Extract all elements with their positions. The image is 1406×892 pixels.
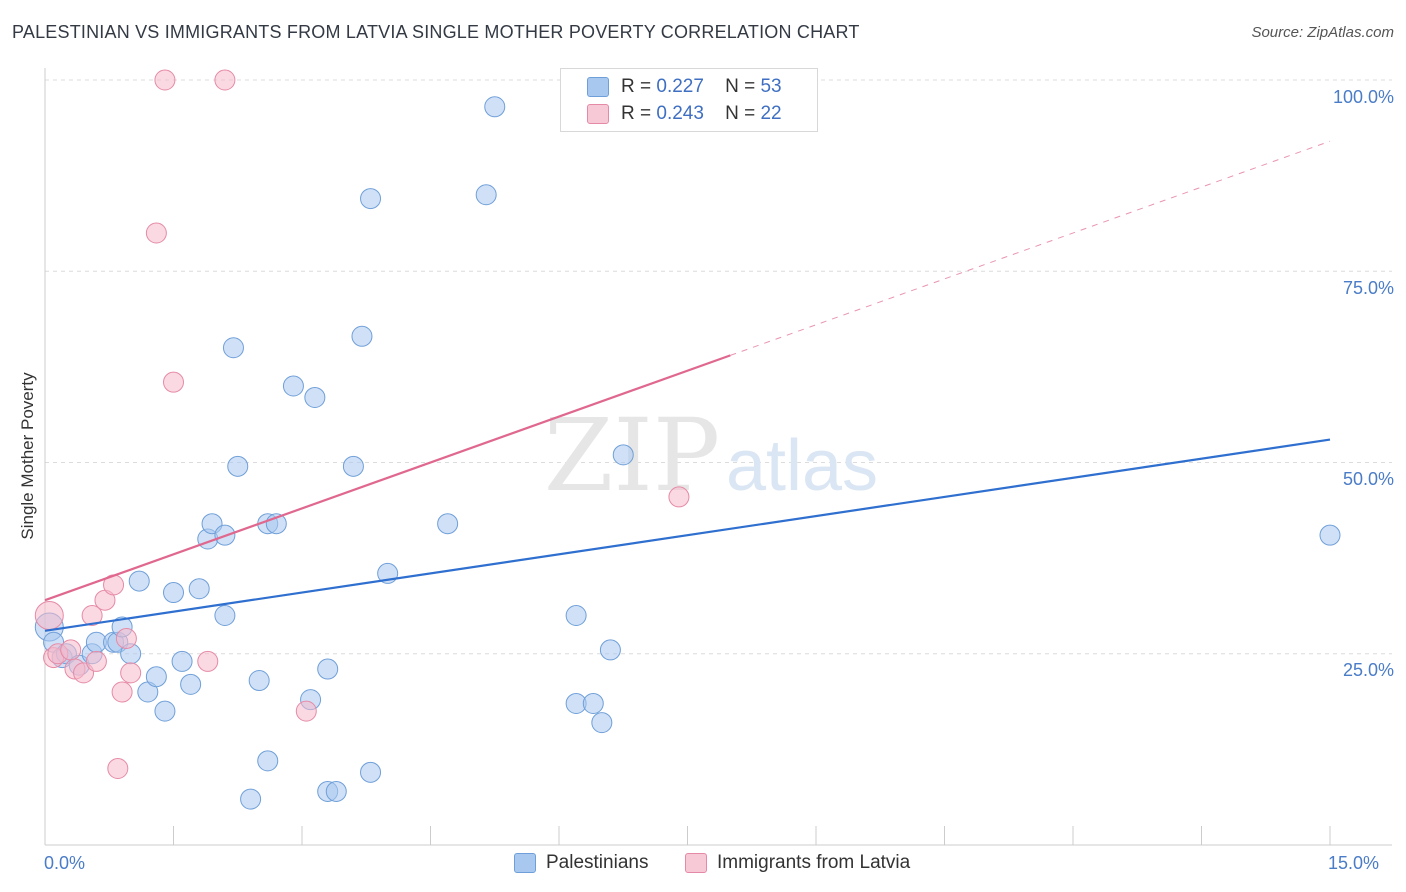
latvia-point: [163, 371, 184, 393]
n-value: 53: [760, 76, 782, 97]
palestinian-point: [222, 337, 244, 359]
palestinian-point: [188, 578, 210, 600]
palestinian-point: [248, 670, 270, 692]
r-value: 0.227: [656, 76, 704, 97]
latvia-point: [154, 69, 176, 91]
latvia-point: [214, 69, 236, 91]
watermark-atlas: atlas: [726, 426, 878, 506]
latvia-point: [197, 650, 219, 672]
palestinian-point: [304, 386, 326, 408]
palestinian-point: [171, 650, 193, 672]
latvia-point: [120, 662, 142, 684]
palestinian-point: [154, 700, 176, 722]
palestinian-point: [484, 96, 506, 118]
palestinian-point: [1319, 524, 1341, 546]
legend-swatch-blue: [587, 77, 609, 97]
latvia-point: [85, 650, 107, 672]
palestinian-point: [128, 570, 150, 592]
palestinian-trend-line: [44, 438, 1331, 632]
latvia-point: [107, 758, 129, 779]
legend-label: Palestinians: [546, 852, 649, 873]
latvia-point: [295, 700, 317, 722]
latvia-trend-extension: [730, 140, 1331, 356]
palestinian-point: [360, 761, 382, 783]
y-tick-label: 100.0%: [1332, 87, 1394, 107]
palestinian-point: [325, 780, 347, 802]
correlation-legend: R = 0.227 N = 53 R = 0.243 N = 22: [560, 68, 818, 132]
palestinian-point: [565, 605, 587, 626]
legend-item-palestinians: Palestinians: [514, 852, 648, 874]
legend-label: Immigrants from Latvia: [717, 852, 911, 873]
n-label: N =: [725, 76, 756, 97]
palestinian-point: [360, 188, 382, 210]
palestinian-point: [437, 513, 459, 535]
palestinian-point: [582, 692, 604, 714]
n-label: N =: [725, 103, 756, 124]
palestinian-point: [214, 605, 236, 626]
y-tick-label: 50.0%: [1342, 469, 1394, 489]
legend-item-latvia: Immigrants from Latvia: [685, 852, 910, 874]
legend-swatch-pink: [685, 853, 707, 873]
legend-row-latvia: R = 0.243 N = 22: [587, 102, 782, 126]
latvia-point: [60, 639, 82, 661]
latvia-point: [81, 605, 103, 626]
r-label: R =: [621, 103, 652, 124]
palestinian-point: [612, 444, 634, 466]
palestinian-point: [317, 658, 339, 680]
r-label: R =: [621, 76, 652, 97]
palestinian-point: [240, 788, 262, 810]
palestinian-point: [163, 582, 184, 604]
legend-row-palestinians: R = 0.227 N = 53: [587, 75, 782, 99]
palestinian-point: [282, 375, 304, 397]
palestinian-point: [475, 184, 497, 206]
palestinian-point: [257, 750, 279, 772]
latvia-point: [111, 681, 133, 703]
latvia-point: [115, 627, 137, 649]
chart-title: PALESTINIAN VS IMMIGRANTS FROM LATVIA SI…: [12, 22, 860, 42]
latvia-point: [145, 222, 167, 244]
y-tick-label: 25.0%: [1342, 660, 1394, 680]
palestinian-point: [351, 325, 373, 347]
palestinian-point: [591, 712, 613, 734]
latvia-point: [34, 601, 64, 630]
latvia-trend-line: [44, 354, 731, 602]
palestinian-point: [180, 673, 202, 695]
legend-swatch-pink: [587, 104, 609, 124]
palestinian-point: [599, 639, 621, 661]
x-tick-label: 15.0%: [1328, 853, 1380, 873]
legend-swatch-blue: [514, 853, 536, 873]
x-tick-label: 0.0%: [44, 853, 86, 873]
palestinian-point: [342, 455, 364, 477]
n-value: 22: [760, 103, 782, 124]
r-value: 0.243: [656, 103, 704, 124]
palestinian-point: [145, 666, 167, 688]
latvia-point: [668, 486, 690, 508]
y-tick-label: 75.0%: [1342, 278, 1394, 298]
palestinian-point: [227, 455, 249, 477]
source-label: Source: ZipAtlas.com: [1251, 24, 1394, 41]
